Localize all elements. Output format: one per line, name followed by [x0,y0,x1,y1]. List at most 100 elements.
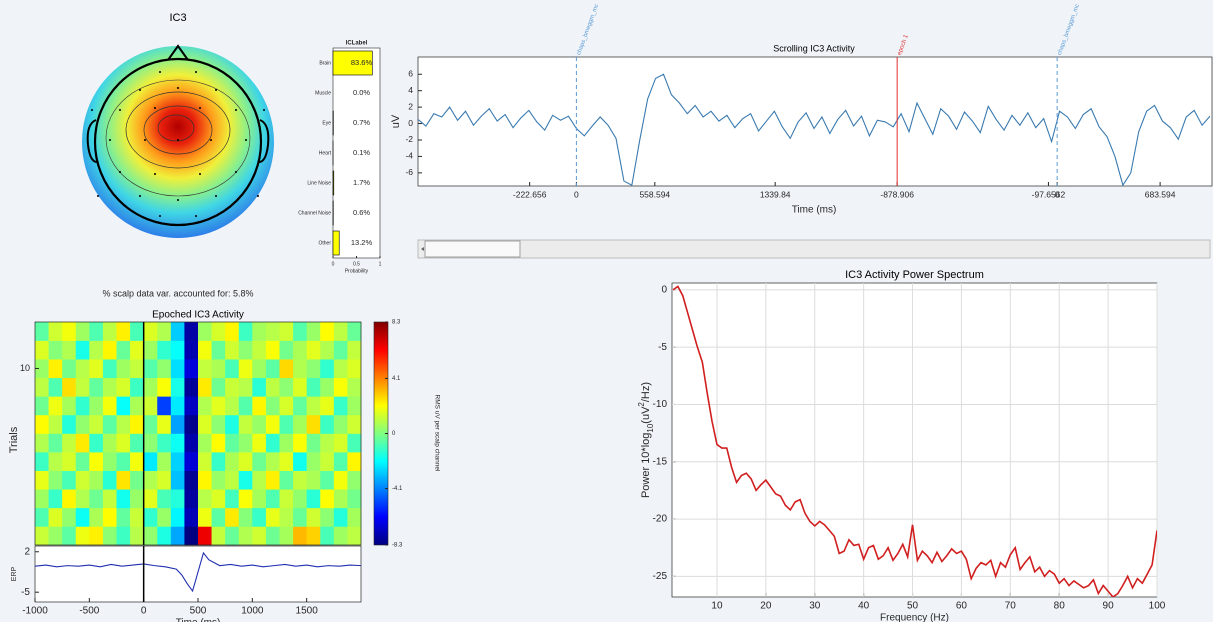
heat-cell [212,359,226,378]
heat-cell [293,322,307,341]
event-label: chaps_bmeggm_mc [1057,3,1081,56]
heat-cell [198,489,212,508]
x-tick-label: -878.906 [880,189,914,199]
heat-cell [320,489,334,508]
heat-cell [144,378,158,397]
heat-cell [307,508,321,527]
heat-cell [307,471,321,490]
heat-cell [266,415,280,434]
heat-cell [184,489,198,508]
scroll-track[interactable] [418,240,1210,258]
heat-cell [239,378,253,397]
heat-cell [35,489,49,508]
heat-cell [212,341,226,360]
heat-cell [334,434,348,453]
colorbar-tick-label: 8.3 [392,320,401,326]
heat-cell [76,526,90,545]
heat-cell [130,378,144,397]
x-tick-label: 1339.84 [760,189,791,199]
heat-cell [171,508,185,527]
heat-cell [144,434,158,453]
heat-cell [239,415,253,434]
category-label: Eye [322,120,331,126]
heat-cell [266,359,280,378]
heat-cell [184,508,198,527]
x-tick-label: 1000 [241,606,264,617]
heat-cell [76,508,90,527]
value-label: 0.7% [353,118,370,127]
heat-cell [225,359,239,378]
heat-cell [198,434,212,453]
heat-cell [307,489,321,508]
heat-cell [117,359,131,378]
heat-cell [307,415,321,434]
heat-cell [157,396,171,415]
heat-cell [89,341,103,360]
heat-cell [239,359,253,378]
heat-cell [307,378,321,397]
colorbar-tick-label: 0 [392,431,396,437]
heat-cell [293,526,307,545]
heat-cell [280,415,294,434]
bar [333,231,339,255]
heat-cell [212,378,226,397]
heat-cell [334,452,348,471]
heat-cell [225,508,239,527]
heat-cell [103,508,117,527]
heat-cell [252,526,266,545]
heat-cell [76,359,90,378]
heat-cell [184,378,198,397]
x-tick-label: 558.594 [639,189,670,199]
heat-cell [280,526,294,545]
heat-cell [62,434,76,453]
category-label: Line Noise [307,180,331,186]
x-axis-label: Frequency (Hz) [880,613,949,622]
heat-cell [157,452,171,471]
heat-cell [49,396,63,415]
heat-cell [225,378,239,397]
y-tick-label: -15 [653,456,668,467]
label-part: /Hz) [640,382,652,402]
chart-title: IC3 Activity Power Spectrum [845,269,984,281]
scroll-thumb[interactable] [425,241,520,257]
y-tick-label: 6 [408,69,413,79]
heat-cell [212,508,226,527]
heat-cell [184,359,198,378]
heat-cell [293,415,307,434]
heat-cell [62,396,76,415]
heat-cell [280,359,294,378]
heat-cell [184,341,198,360]
heat-cell [307,359,321,378]
heat-cell [130,415,144,434]
heat-cell [347,434,361,453]
heat-cell [347,452,361,471]
y-tick-label: 0 [408,118,413,128]
heat-cell [334,489,348,508]
heat-cell [184,471,198,490]
heat-cell [62,322,76,341]
heat-cell [35,434,49,453]
heat-cell [252,378,266,397]
heat-cell [89,471,103,490]
heat-cell [144,396,158,415]
heat-cell [347,322,361,341]
heat-cell [103,322,117,341]
heat-cell [103,434,117,453]
heat-cell [320,322,334,341]
heat-cell [252,471,266,490]
heat-cell [212,526,226,545]
heat-cell [225,489,239,508]
heat-cell [171,434,185,453]
colorbar-tick-label: 4.1 [392,376,401,382]
heat-cell [320,341,334,360]
heat-cell [239,526,253,545]
heat-cell [103,359,117,378]
heat-cell [62,341,76,360]
heat-cell [49,378,63,397]
x-tick-label: 100 [1149,601,1166,612]
heat-cell [280,471,294,490]
heat-cell [293,341,307,360]
heat-cell [184,526,198,545]
heat-cell [266,434,280,453]
heat-cell [293,396,307,415]
